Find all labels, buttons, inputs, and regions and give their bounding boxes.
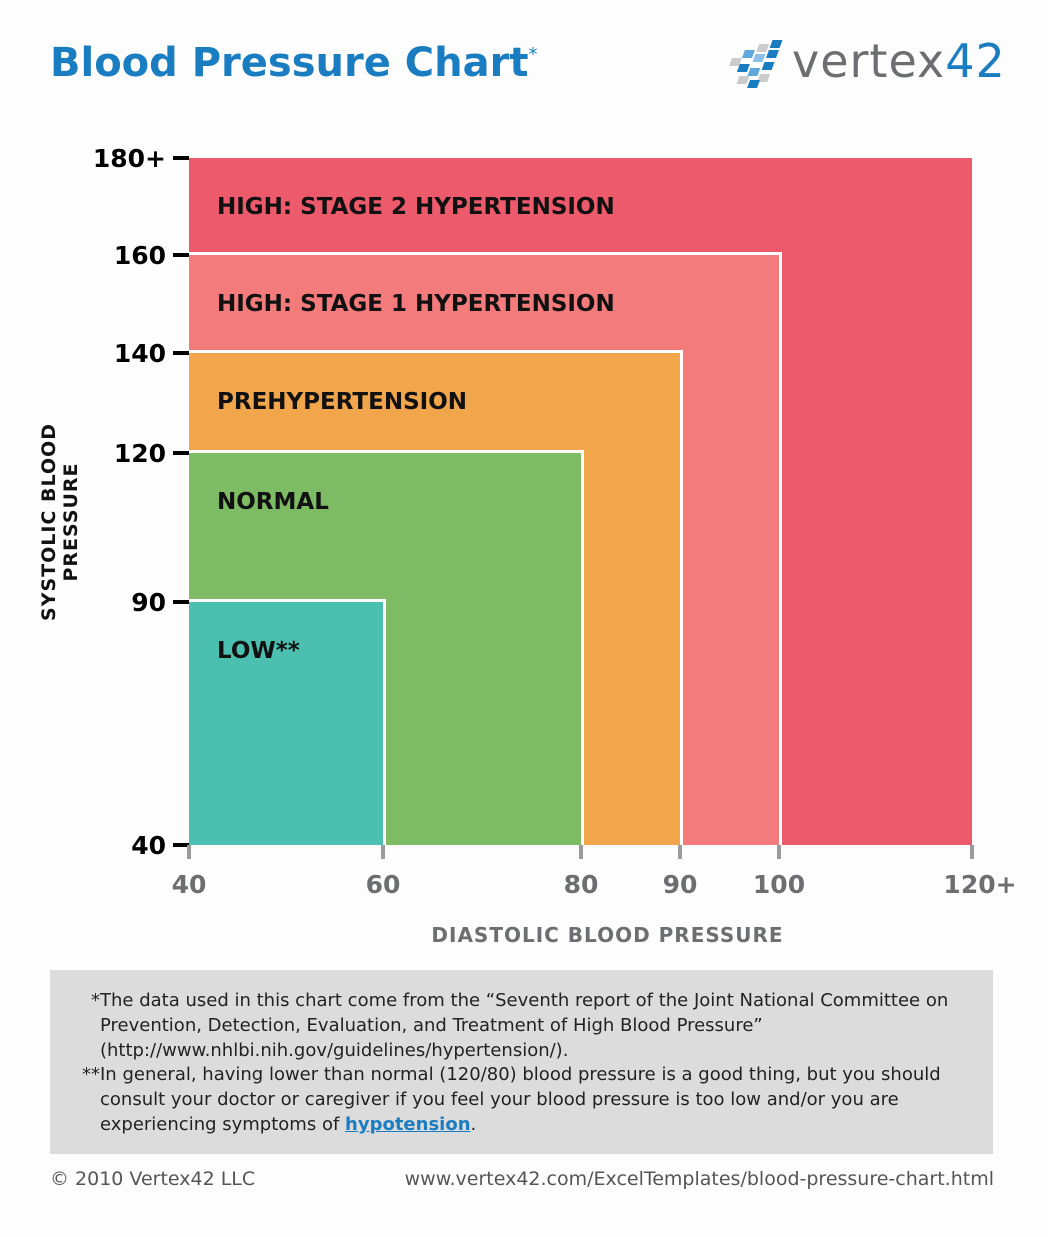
y-tick-label: 180+: [93, 144, 166, 173]
source-url[interactable]: www.vertex42.com/ExcelTemplates/blood-pr…: [404, 1168, 994, 1190]
x-tick-label: 40: [172, 870, 207, 899]
footnote-text: In general, having lower than normal (12…: [100, 1062, 970, 1137]
hypotension-link[interactable]: hypotension: [345, 1114, 471, 1135]
copyright: © 2010 Vertex42 LLC: [50, 1168, 256, 1190]
footnote-text: The data used in this chart come from th…: [100, 990, 949, 1061]
vertex42-logo: vertex42: [716, 34, 1005, 92]
x-tick-mark: [777, 845, 781, 859]
y-tick-mark: [173, 156, 189, 160]
y-tick-label: 120: [114, 439, 166, 468]
y-tick-label: 40: [131, 831, 166, 860]
title-text: Blood Pressure Chart: [50, 40, 529, 86]
logo-number: 42: [945, 34, 1006, 88]
y-tick-mark: [173, 600, 189, 604]
x-axis-label: DIASTOLIC BLOOD PRESSURE: [431, 923, 784, 947]
y-tick-label: 140: [114, 339, 166, 368]
x-tick-mark: [970, 845, 974, 859]
footnotes-box: * The data used in this chart come from t…: [50, 970, 993, 1154]
x-tick-mark: [678, 845, 682, 859]
x-tick-mark: [187, 845, 191, 859]
footnote-2: ** In general, having lower than normal (…: [74, 1062, 974, 1135]
x-tick-label: 90: [663, 870, 698, 899]
region-low-: [189, 602, 383, 845]
y-tick-mark: [173, 351, 189, 355]
logo-wordmark: vertex42: [792, 34, 1006, 88]
footnote-mark: **: [82, 1064, 100, 1085]
region-label: LOW**: [217, 638, 300, 664]
x-tick-label: 80: [564, 870, 599, 899]
y-tick-mark: [173, 451, 189, 455]
bp-chart: HIGH: STAGE 2 HYPERTENSION HIGH: STAGE 1 …: [93, 144, 1017, 899]
x-tick-label: 100: [753, 870, 805, 899]
footnote-2-text: In general, having lower than normal (12…: [100, 1064, 941, 1135]
page-title: Blood Pressure Chart*: [50, 40, 537, 86]
footnote-mark: *: [91, 990, 100, 1011]
x-tick-label: 120+: [943, 870, 1016, 899]
footnote-2-end: .: [470, 1114, 477, 1135]
y-tick-mark: [173, 843, 189, 847]
x-tick-mark: [579, 845, 583, 859]
y-axis-label: SYSTOLIC BLOOD PRESSURE: [38, 423, 82, 621]
region-label: PREHYPERTENSION: [217, 389, 467, 415]
y-tick-label: 160: [114, 241, 166, 270]
logo-grid-icon: [729, 40, 783, 88]
footnote-1: * The data used in this chart come from t…: [74, 988, 974, 1061]
x-tick-label: 60: [366, 870, 401, 899]
y-tick-label: 90: [131, 588, 166, 617]
title-footnote-mark: *: [528, 44, 538, 65]
region-label: HIGH: STAGE 2 HYPERTENSION: [217, 194, 615, 220]
logo-text: vertex: [792, 34, 946, 88]
x-tick-mark: [381, 845, 385, 859]
region-label: NORMAL: [217, 489, 329, 515]
region-label: HIGH: STAGE 1 HYPERTENSION: [217, 291, 615, 317]
y-tick-mark: [173, 253, 189, 257]
